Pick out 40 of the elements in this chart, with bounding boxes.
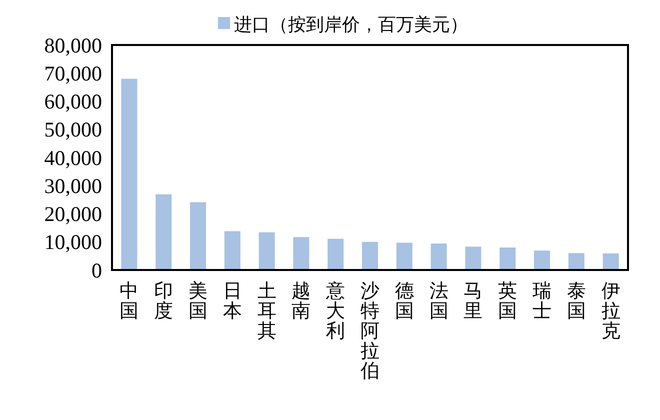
- x-tick-label: 英国: [498, 280, 518, 322]
- bar: [568, 253, 584, 270]
- x-tick-label: 美国: [188, 280, 208, 322]
- bar: [121, 78, 138, 270]
- x-tick-label: 马里: [464, 280, 483, 322]
- y-tick-label: 20,000: [44, 202, 102, 226]
- bar: [500, 248, 516, 270]
- y-tick-label: 0: [92, 258, 102, 282]
- x-tick-label: 德国: [394, 280, 414, 322]
- x-tick-label: 伊拉克: [601, 280, 620, 342]
- y-tick-label: 50,000: [44, 118, 102, 142]
- bar: [362, 242, 378, 270]
- x-tick-label: 泰国: [566, 280, 586, 322]
- x-tick-label: 沙特阿拉伯: [360, 280, 380, 382]
- legend-label: 进口（按到岸价，百万美元）: [234, 14, 468, 36]
- x-tick-label: 瑞士: [532, 280, 552, 322]
- x-tick-label: 日本: [222, 280, 242, 322]
- bar: [258, 232, 275, 270]
- x-tick-label: 印度: [154, 280, 174, 322]
- bar: [465, 246, 482, 270]
- bar: [156, 194, 172, 270]
- y-tick-label: 30,000: [44, 174, 102, 198]
- bar: [602, 253, 619, 270]
- x-tick-label: 意大利: [325, 280, 346, 342]
- x-tick-label: 越南: [292, 280, 311, 322]
- bar: [190, 202, 206, 270]
- bar: [534, 250, 550, 270]
- bar: [396, 242, 412, 270]
- bar: [293, 237, 310, 270]
- y-tick-label: 80,000: [44, 33, 102, 58]
- y-tick-label: 60,000: [44, 90, 102, 114]
- bar: [224, 231, 240, 270]
- x-tick-label: 法国: [429, 280, 448, 322]
- bar: [328, 238, 344, 270]
- x-tick-label: 土耳其: [257, 280, 276, 342]
- x-tick-label: 中国: [120, 280, 139, 322]
- y-tick-label: 40,000: [44, 146, 102, 170]
- y-tick-label: 10,000: [44, 230, 102, 254]
- bar: [430, 244, 447, 270]
- y-tick-label: 70,000: [44, 61, 102, 86]
